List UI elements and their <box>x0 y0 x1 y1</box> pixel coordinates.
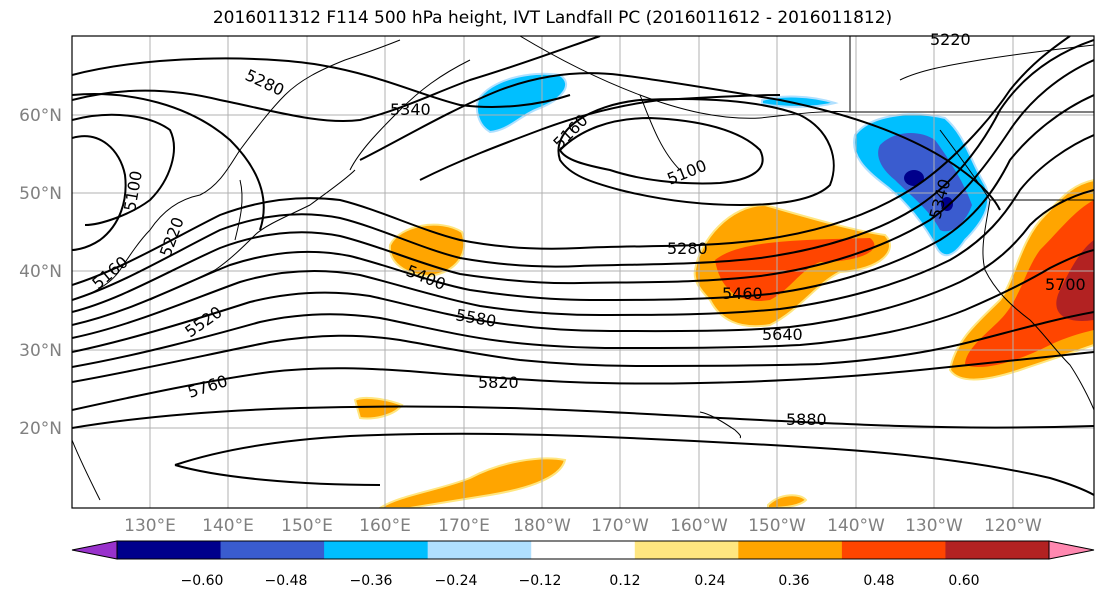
contour-label: 5880 <box>786 410 827 429</box>
colorbar-segment <box>531 541 636 559</box>
colorbar-segment <box>841 541 946 559</box>
colorbar-segment <box>634 541 739 559</box>
contour-label: 5820 <box>478 373 519 392</box>
lon-label: 120°W <box>984 516 1042 536</box>
latitude-labels: 60°N 50°N 40°N 30°N 20°N <box>19 106 62 439</box>
lon-label: 150°W <box>748 516 806 536</box>
lon-label: 140°E <box>202 516 254 536</box>
colorbar-tick-label: −0.12 <box>519 573 562 589</box>
lon-label: 160°W <box>670 516 728 536</box>
lat-label: 20°N <box>19 419 62 439</box>
colorbar-tick-label: −0.48 <box>265 573 308 589</box>
colorbar-segment <box>324 541 429 559</box>
lon-label: 180°W <box>513 516 571 536</box>
lon-label: 130°E <box>124 516 176 536</box>
colorbar-segment <box>738 541 843 559</box>
height-contours <box>72 36 1094 496</box>
contour-label: 5640 <box>762 325 803 344</box>
map-panel <box>72 36 1094 508</box>
lon-label: 170°W <box>591 516 649 536</box>
contour-label: 5220 <box>930 30 971 49</box>
lat-label: 40°N <box>19 262 62 282</box>
colorbar-tick-label: 0.48 <box>863 573 894 589</box>
colorbar-segment <box>117 541 222 559</box>
colorbar-tick-label: 0.36 <box>778 573 809 589</box>
colorbar-tick-label: 0.12 <box>609 573 640 589</box>
map-frame <box>71 35 1095 509</box>
colorbar-low-extend <box>71 540 118 560</box>
colorbar-tick-label: −0.36 <box>350 573 393 589</box>
map-title: 2016011312 F114 500 hPa height, IVT Land… <box>212 8 893 28</box>
contour-label: 5700 <box>1045 275 1086 294</box>
colorbar: −0.60 −0.48 −0.36 −0.24 −0.12 0.12 0.24 … <box>71 540 1095 589</box>
colorbar-tick-label: 0.60 <box>948 573 979 589</box>
colorbar-tick-label: 0.24 <box>694 573 725 589</box>
colorbar-tick-label: −0.60 <box>181 573 224 589</box>
contour-labels: 5280 5340 5160 5100 5100 5220 5160 5220 … <box>88 30 1085 429</box>
lon-label: 140°W <box>827 516 885 536</box>
lon-label: 130°W <box>905 516 963 536</box>
longitude-labels: 130°E 140°E 150°E 160°E 170°E 180°W 170°… <box>124 516 1042 536</box>
colorbar-high-extend <box>1048 540 1095 560</box>
lon-label: 150°E <box>281 516 333 536</box>
colorbar-segment <box>945 541 1050 559</box>
colorbar-outline <box>116 540 1050 560</box>
lat-label: 50°N <box>19 184 62 204</box>
colorbar-segment <box>427 541 532 559</box>
contour-label: 5460 <box>722 284 763 303</box>
contour-label: 5280 <box>667 239 708 258</box>
colorbar-tick-label: −0.24 <box>435 573 478 589</box>
colorbar-segment <box>220 541 325 559</box>
lat-label: 30°N <box>19 341 62 361</box>
contour-label: 5340 <box>390 100 431 119</box>
lat-label: 60°N <box>19 106 62 126</box>
lon-label: 170°E <box>438 516 490 536</box>
lon-label: 160°E <box>359 516 411 536</box>
